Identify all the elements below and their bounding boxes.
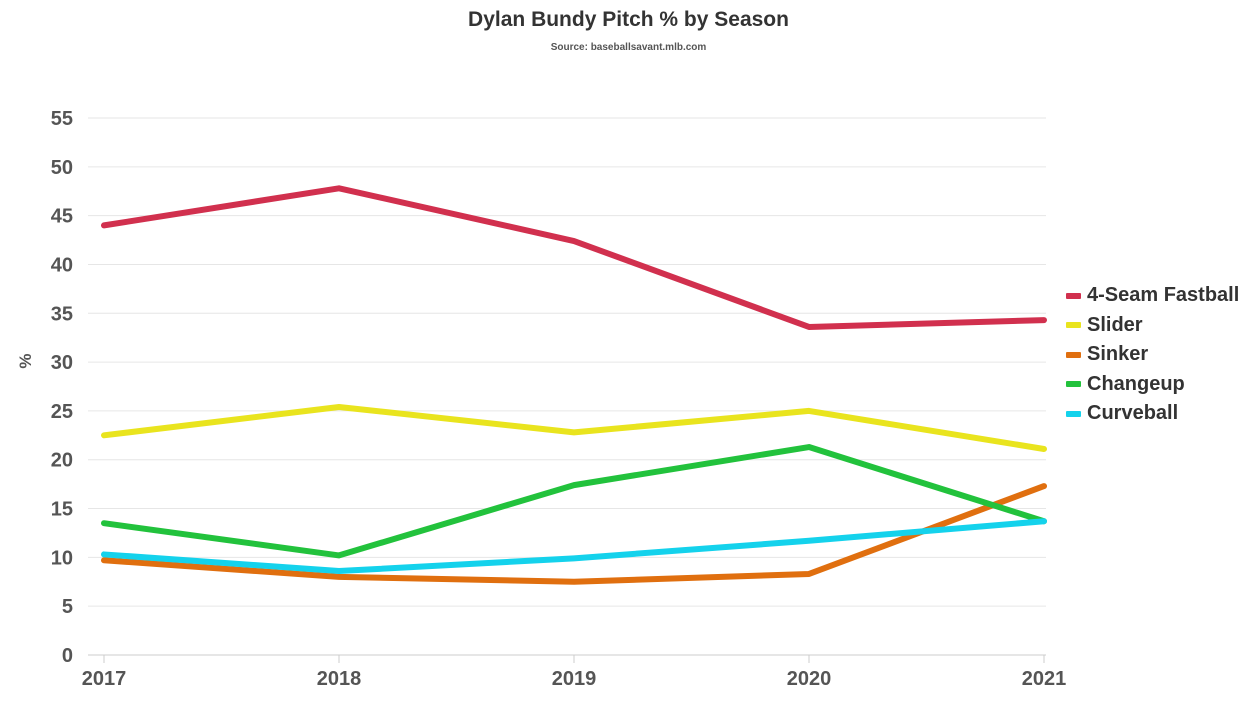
x-axis-ticks: 2017 2018 2019 2020 2021 [82, 655, 1067, 690]
legend-item[interactable]: Sinker [1066, 340, 1239, 370]
legend-item[interactable]: 4-Seam Fastball [1066, 281, 1239, 311]
gridlines [88, 117, 1046, 656]
legend-label: Slider [1087, 313, 1143, 336]
y-tick-label: 50 [51, 157, 73, 179]
series-line-4-seam-fastball [101, 185, 1047, 330]
series-line-curveball [101, 518, 1047, 575]
y-tick-label: 25 [51, 401, 73, 423]
series-line-changeup [101, 444, 1047, 559]
chart-title: Dylan Bundy Pitch % by Season [468, 8, 789, 31]
legend-swatch [1066, 381, 1081, 388]
y-tick-label: 35 [51, 303, 73, 325]
y-tick-label: 15 [51, 499, 73, 521]
legend-item[interactable]: Curveball [1066, 399, 1239, 429]
y-tick-label: 55 [51, 108, 73, 130]
x-tick-label: 2021 [1022, 668, 1067, 690]
legend-label: Changeup [1087, 372, 1185, 395]
legend-label: 4-Seam Fastball [1087, 284, 1240, 307]
x-tick-label: 2019 [552, 668, 597, 690]
legend-item[interactable]: Slider [1066, 311, 1239, 341]
y-axis-label: % [16, 353, 35, 368]
y-tick-label: 20 [51, 450, 73, 472]
legend-swatch [1066, 322, 1081, 329]
legend-swatch [1066, 351, 1081, 358]
series-lines [101, 185, 1047, 585]
legend-swatch [1066, 410, 1081, 417]
y-tick-label: 0 [62, 645, 73, 667]
x-tick-label: 2020 [787, 668, 832, 690]
legend-label: Sinker [1087, 343, 1149, 366]
y-tick-label: 10 [51, 547, 73, 569]
x-tick-label: 2018 [317, 668, 362, 690]
x-tick-label: 2017 [82, 668, 127, 690]
series-line-sinker [101, 483, 1047, 585]
chart-subtitle: Source: baseballsavant.mlb.com [550, 42, 707, 53]
y-axis-ticks: 0 5 10 15 20 25 30 35 40 45 50 55 [51, 108, 73, 667]
y-tick-label: 30 [51, 352, 73, 374]
legend-label: Curveball [1087, 402, 1179, 425]
y-tick-label: 40 [51, 254, 73, 276]
legend-swatch [1066, 292, 1081, 299]
legend-item[interactable]: Changeup [1066, 370, 1239, 400]
y-tick-label: 5 [62, 596, 73, 618]
y-tick-label: 45 [51, 206, 73, 228]
series-line-slider [101, 404, 1047, 452]
legend: 4-Seam Fastball Slider Sinker Changeup Curve… [1066, 281, 1239, 429]
